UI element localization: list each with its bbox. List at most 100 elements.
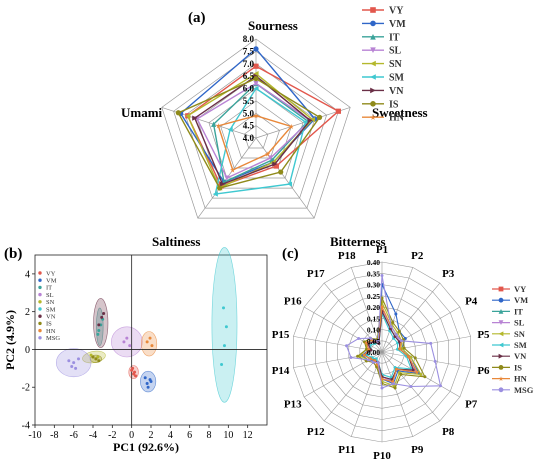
radar-point bbox=[227, 126, 233, 133]
radar-point bbox=[376, 361, 380, 365]
legend-label: SL bbox=[389, 46, 402, 57]
radar-axis-label: P4 bbox=[465, 296, 478, 308]
radar-point bbox=[399, 339, 403, 343]
legend-label: IT bbox=[46, 285, 52, 292]
legend-marker bbox=[38, 292, 42, 297]
pca-point bbox=[72, 361, 76, 365]
radar-point bbox=[409, 355, 413, 359]
radar-point bbox=[357, 337, 361, 340]
legend-label: SM bbox=[514, 340, 527, 350]
pca-point bbox=[74, 366, 78, 370]
panel-label-b: (b) bbox=[4, 246, 22, 262]
radar-axis-label: P10 bbox=[373, 450, 391, 462]
radar-tick-label: 6.5 bbox=[243, 71, 255, 81]
radar-spoke bbox=[381, 282, 441, 353]
radar-point bbox=[402, 346, 406, 350]
radar-tick-label: 7.5 bbox=[243, 46, 255, 56]
legend-marker bbox=[498, 353, 504, 359]
pca-point bbox=[91, 355, 95, 359]
radar-series-line bbox=[214, 87, 307, 195]
radar-point bbox=[253, 80, 259, 87]
radar-point bbox=[371, 360, 375, 364]
legend-marker bbox=[498, 376, 504, 381]
radar-point bbox=[362, 353, 366, 357]
legend-marker bbox=[38, 278, 42, 282]
radar-point bbox=[399, 372, 403, 376]
radar-tick-label: 0.05 bbox=[367, 337, 380, 346]
radar-point bbox=[407, 355, 411, 359]
radar-point bbox=[253, 63, 259, 69]
legend-label: IS bbox=[46, 321, 52, 328]
pca-point bbox=[224, 325, 228, 329]
legend-label: IS bbox=[389, 99, 399, 110]
confidence-ellipse bbox=[111, 326, 143, 358]
legend-marker bbox=[370, 101, 376, 107]
radar-point bbox=[423, 375, 427, 379]
radar-tick-label: 5.0 bbox=[243, 108, 255, 118]
legend-marker bbox=[498, 286, 504, 292]
radar-point bbox=[368, 336, 372, 340]
pca-point bbox=[89, 353, 93, 357]
legend-label: HN bbox=[46, 328, 56, 335]
legend-marker bbox=[498, 342, 504, 348]
radar-spoke bbox=[381, 351, 471, 368]
legend-a: VY VM IT SL SN SM VN IS HN bbox=[362, 6, 406, 124]
legend-label: SN bbox=[514, 329, 526, 339]
legend-label: IT bbox=[389, 32, 400, 43]
radar-point bbox=[278, 169, 284, 175]
legend-marker bbox=[38, 328, 42, 333]
pca-point bbox=[96, 355, 100, 359]
radar-point bbox=[217, 185, 223, 191]
pca-scatter-chart: (b) -10 -8 -6 -4 -2 0 2 4 6 8 10 12 -4 -2 0 2 4 PC1 (92.… bbox=[3, 246, 268, 454]
legend-label: HN bbox=[389, 113, 405, 124]
x-axis-title-b: PC1 (92.6%) bbox=[113, 440, 179, 454]
legend-label: VN bbox=[514, 351, 527, 361]
x-tick-label: -2 bbox=[108, 430, 116, 441]
legend-label: VY bbox=[514, 284, 526, 294]
radar-point bbox=[212, 191, 218, 197]
axis-label-umami: Umami bbox=[121, 105, 163, 120]
legend-marker bbox=[498, 320, 504, 325]
confidence-ellipse bbox=[141, 331, 158, 357]
radar-grid-ring bbox=[161, 38, 351, 219]
legend-marker bbox=[370, 20, 376, 27]
radar-chart-peaks: (c) P1 P2 P3 P4 P5 P6 P7 P8 P9 P10 P11 P12 P13 P14 P15… bbox=[272, 244, 534, 462]
radar-point bbox=[394, 367, 398, 371]
radar-point bbox=[335, 108, 341, 114]
radar-point bbox=[211, 121, 217, 127]
pca-point bbox=[102, 312, 106, 316]
radar-series-line bbox=[179, 47, 316, 183]
radar-axis-label: P11 bbox=[338, 444, 355, 456]
radar-point bbox=[364, 341, 368, 345]
radar-point bbox=[415, 370, 419, 374]
radar-tick-label: 0.40 bbox=[367, 258, 380, 267]
confidence-ellipse bbox=[93, 298, 109, 348]
legend-marker bbox=[38, 271, 42, 275]
radar-point bbox=[397, 329, 401, 333]
legend-label: SL bbox=[514, 318, 525, 328]
radar-point bbox=[273, 163, 279, 169]
radar-point bbox=[192, 115, 198, 121]
legend-marker bbox=[498, 331, 504, 337]
y-tick-label: 4 bbox=[25, 269, 30, 280]
radar-point bbox=[376, 339, 380, 343]
legend-label: VM bbox=[389, 19, 406, 30]
radar-point bbox=[253, 76, 259, 82]
legend-marker bbox=[38, 300, 42, 304]
legend-label: VN bbox=[46, 314, 56, 321]
legend-label: MSG bbox=[514, 385, 534, 395]
radar-series-a bbox=[175, 46, 341, 197]
radar-tick-label: 0.30 bbox=[367, 281, 380, 290]
radar-point bbox=[411, 368, 415, 372]
radar-axis-label: P1 bbox=[376, 244, 388, 256]
legend-marker bbox=[370, 74, 376, 80]
radar-point bbox=[409, 384, 413, 388]
legend-marker bbox=[370, 87, 376, 94]
radar-series-c bbox=[345, 274, 442, 390]
confidence-ellipses bbox=[55, 247, 238, 403]
radar-grid-ring bbox=[184, 63, 328, 199]
legend-marker bbox=[370, 47, 376, 53]
radar-point bbox=[391, 320, 395, 324]
radar-axis-label: P3 bbox=[442, 268, 455, 280]
